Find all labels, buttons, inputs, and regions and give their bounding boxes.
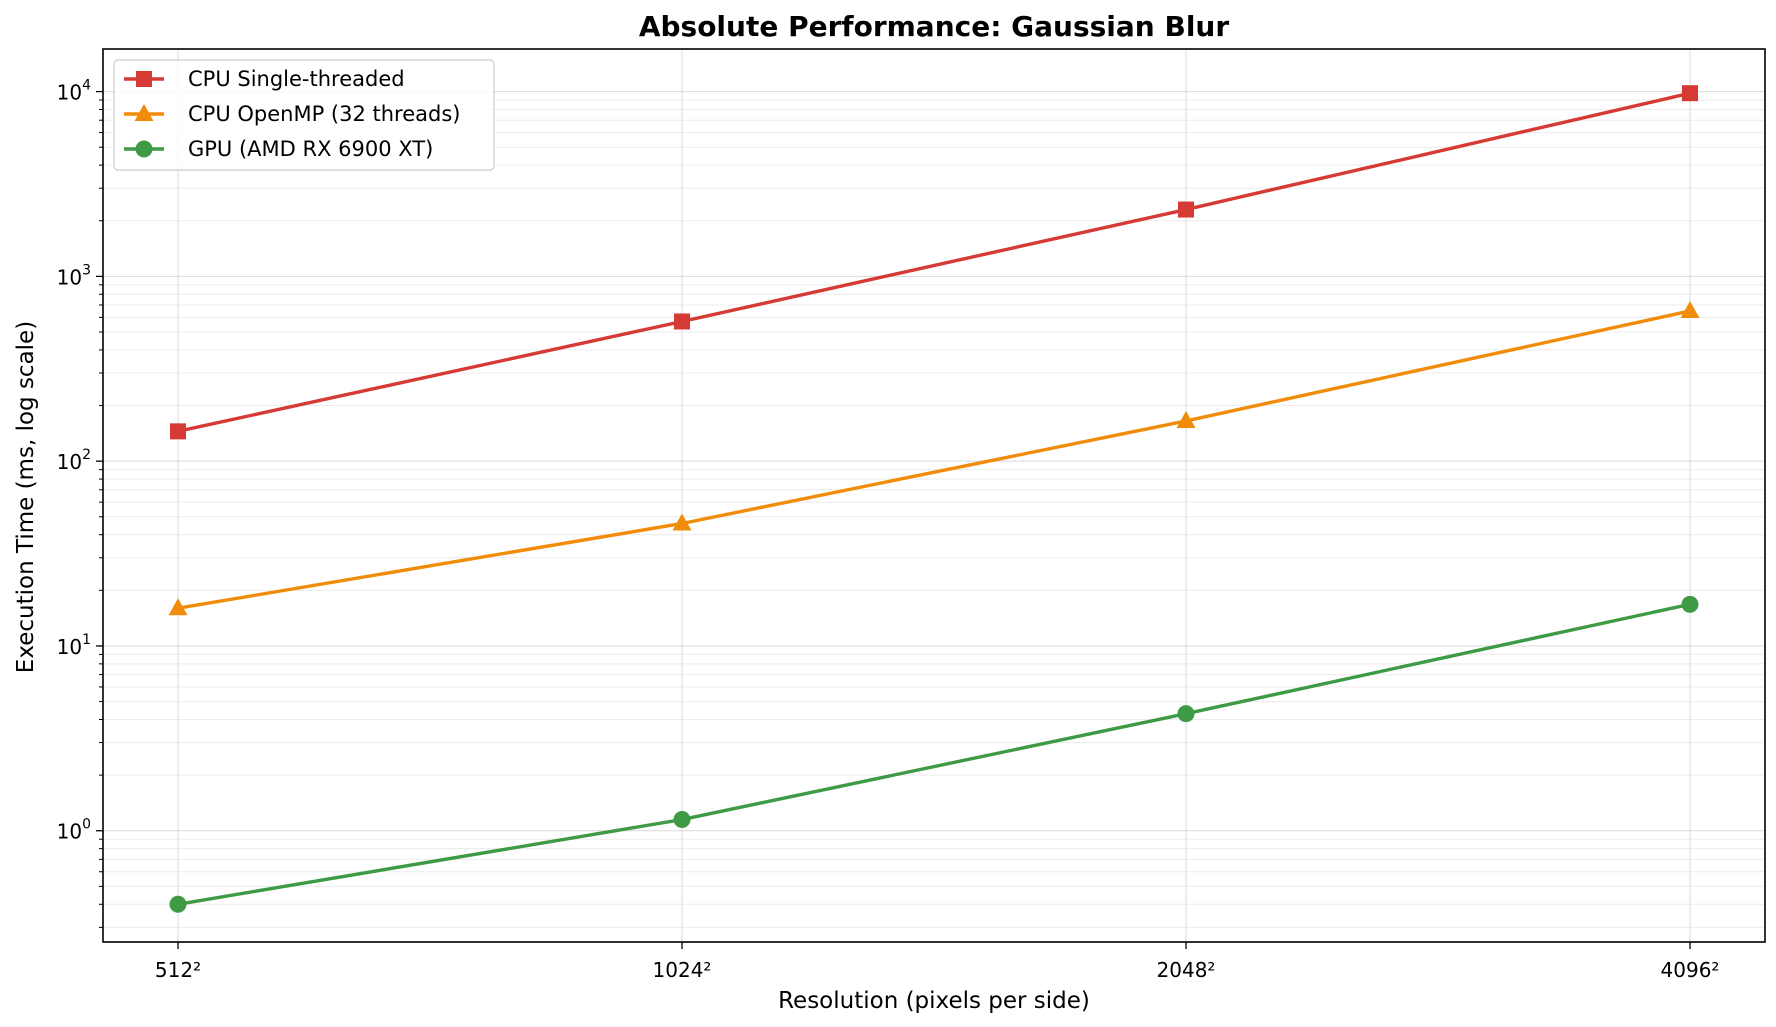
data-point bbox=[1176, 410, 1196, 428]
series-0 bbox=[170, 85, 1698, 440]
legend-label: CPU OpenMP (32 threads) bbox=[188, 102, 460, 126]
x-tick-label: 512² bbox=[155, 958, 201, 982]
x-axis-label: Resolution (pixels per side) bbox=[778, 988, 1090, 1014]
y-tick-label: 101 bbox=[57, 632, 91, 659]
data-point bbox=[1682, 85, 1698, 102]
series-1 bbox=[168, 300, 1700, 616]
y-tick-label: 102 bbox=[57, 447, 91, 474]
legend-item-2: GPU (AMD RX 6900 XT) bbox=[124, 137, 433, 161]
legend-box bbox=[113, 59, 495, 171]
legend-label: GPU (AMD RX 6900 XT) bbox=[188, 137, 433, 161]
data-point bbox=[168, 598, 188, 616]
data-point bbox=[1178, 201, 1194, 218]
legend: CPU Single-threaded CPU OpenMP (32 thread… bbox=[113, 59, 495, 171]
y-axis-label: Execution Time (ms, log scale) bbox=[13, 321, 39, 673]
grid bbox=[103, 49, 1765, 942]
data-point bbox=[1680, 300, 1700, 318]
data-point bbox=[170, 423, 186, 440]
chart-title: Absolute Performance: Gaussian Blur bbox=[639, 10, 1230, 43]
plot-frame bbox=[102, 48, 1766, 943]
y-tick-label: 104 bbox=[57, 78, 91, 105]
axis-ticks: 100 101 102 103 104 512² 1024² 2048² 4096² bbox=[57, 78, 1720, 982]
legend-marker bbox=[134, 104, 154, 121]
legend-item-0: CPU Single-threaded bbox=[124, 67, 405, 91]
data-point bbox=[1681, 595, 1699, 613]
series-layer bbox=[168, 85, 1700, 913]
series-line bbox=[177, 91, 1691, 434]
series-line bbox=[177, 602, 1691, 906]
data-point bbox=[169, 895, 187, 913]
y-tick-label: 100 bbox=[57, 817, 91, 844]
data-point bbox=[673, 811, 691, 829]
x-tick-label: 4096² bbox=[1661, 958, 1720, 982]
legend-marker bbox=[136, 71, 152, 87]
legend-item-1: CPU OpenMP (32 threads) bbox=[124, 102, 460, 126]
series-line bbox=[177, 309, 1691, 610]
data-point bbox=[1177, 705, 1195, 723]
data-point bbox=[674, 313, 690, 330]
x-tick-label: 1024² bbox=[653, 958, 712, 982]
legend-marker bbox=[135, 140, 153, 158]
x-tick-label: 2048² bbox=[1157, 958, 1216, 982]
legend-label: CPU Single-threaded bbox=[188, 67, 405, 91]
y-tick-label: 103 bbox=[57, 262, 91, 289]
series-2 bbox=[169, 595, 1699, 913]
data-point bbox=[672, 513, 692, 531]
